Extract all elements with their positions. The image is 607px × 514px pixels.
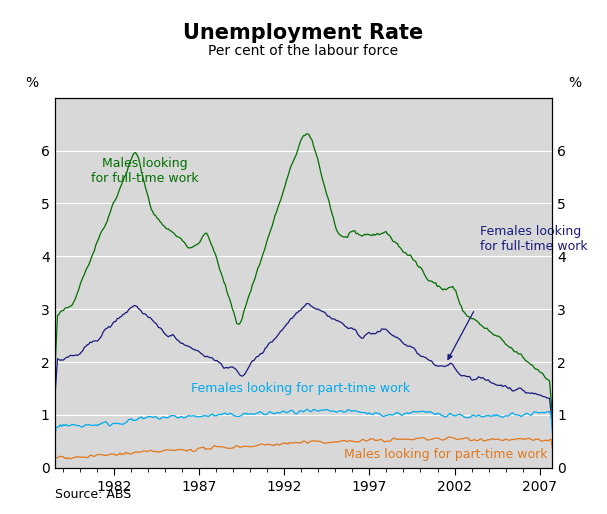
Text: Males looking for part-time work: Males looking for part-time work <box>344 448 548 462</box>
Text: %: % <box>568 76 582 90</box>
Text: Unemployment Rate: Unemployment Rate <box>183 23 424 43</box>
Text: Females looking for part-time work: Females looking for part-time work <box>191 382 410 395</box>
Text: Males looking
for full-time work: Males looking for full-time work <box>91 157 198 185</box>
Text: Source: ABS: Source: ABS <box>55 488 131 501</box>
Text: Per cent of the labour force: Per cent of the labour force <box>208 44 399 58</box>
Text: Females looking
for full-time work: Females looking for full-time work <box>480 225 588 252</box>
Text: %: % <box>25 76 39 90</box>
